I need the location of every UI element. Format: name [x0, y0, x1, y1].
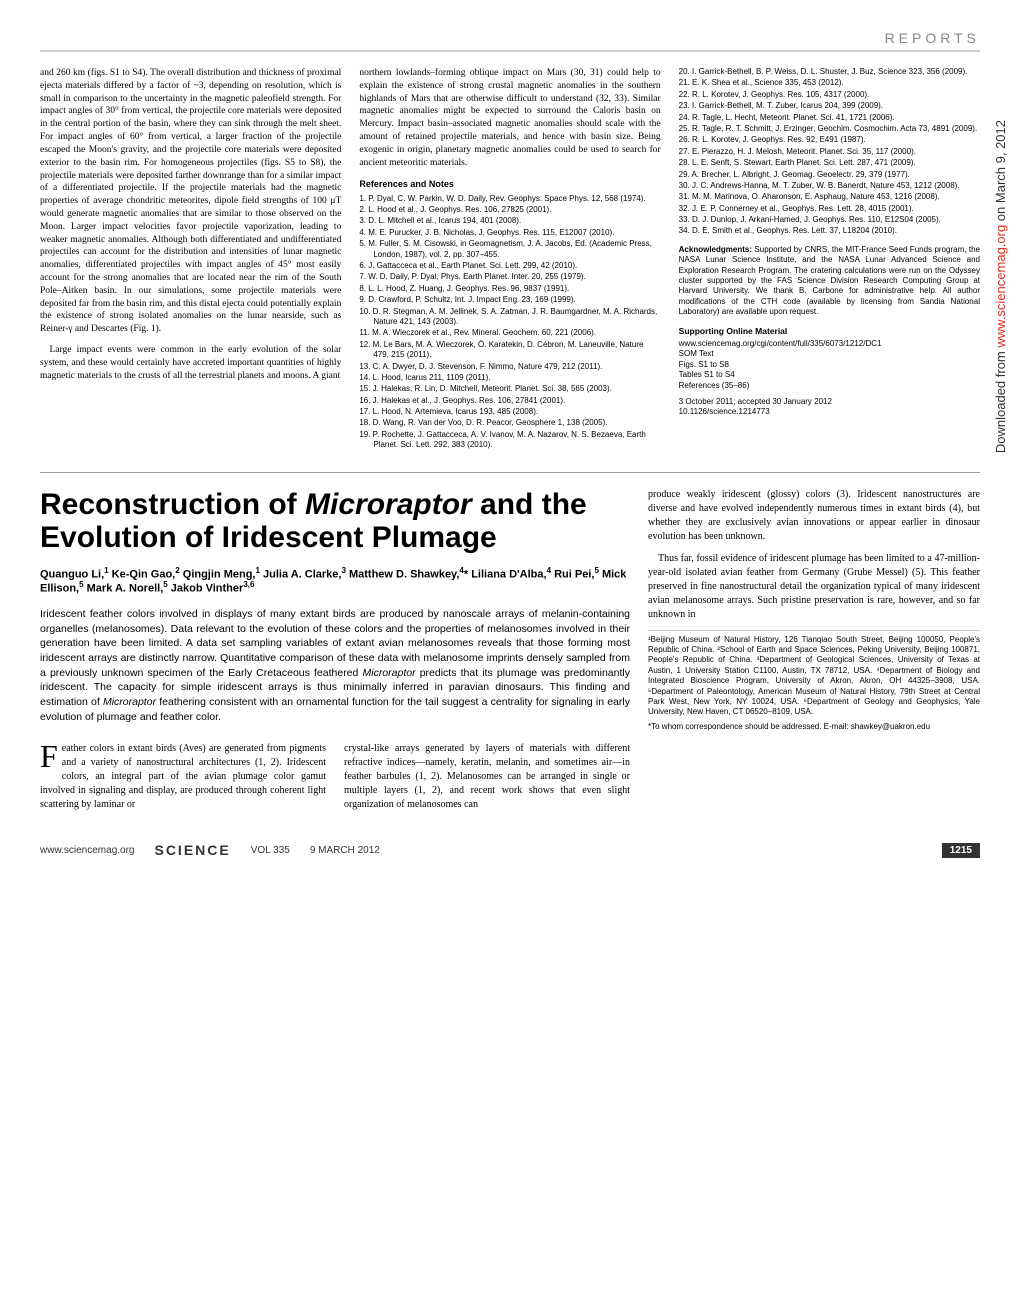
- authors: Quanguo Li,1 Ke-Qin Gao,2 Qingjin Meng,1…: [40, 566, 630, 595]
- body-paragraph: crystal-like arrays generated by layers …: [344, 742, 630, 812]
- top-section: and 260 km (figs. S1 to S4). The overall…: [40, 67, 980, 452]
- ack-label: Acknowledgments:: [679, 245, 752, 254]
- top-col-3: 20. I. Garrick-Bethell, B. P. Weiss, D. …: [679, 67, 980, 452]
- footer-url: www.sciencemag.org: [40, 845, 134, 856]
- page-footer: www.sciencemag.org SCIENCE VOL 335 9 MAR…: [40, 842, 980, 858]
- body-text: and 260 km (figs. S1 to S4). The overall…: [40, 67, 341, 336]
- footer-journal: SCIENCE: [154, 842, 230, 858]
- banner-link[interactable]: www.sciencemag.org: [993, 225, 1008, 348]
- reference-item: 1. P. Dyal, C. W. Parkin, W. D. Daily, R…: [359, 194, 660, 204]
- supporting-item: Figs. S1 to S8: [679, 360, 980, 370]
- acknowledgments: Acknowledgments: Supported by CNRS, the …: [679, 245, 980, 318]
- reference-item: 8. L. L. Hood, Z. Huang, J. Geophys. Res…: [359, 284, 660, 294]
- reference-item: 21. E. K. Shea et al., Science 335, 453 …: [679, 78, 980, 88]
- article-body: Reconstruction of Microraptor and the Ev…: [40, 488, 980, 813]
- reference-item: 10. D. R. Stegman, A. M. Jellinek, S. A.…: [359, 307, 660, 328]
- banner-prefix: Downloaded from: [993, 348, 1008, 454]
- ack-text: Supported by CNRS, the MIT-France Seed F…: [679, 245, 980, 316]
- reference-item: 25. R. Tagle, R. T. Schmitt, J. Erzinger…: [679, 124, 980, 134]
- article-left-col: Reconstruction of Microraptor and the Ev…: [40, 488, 630, 813]
- reference-item: 27. E. Pierazzo, H. J. Melosh, Meteorit.…: [679, 147, 980, 157]
- top-col-1: and 260 km (figs. S1 to S4). The overall…: [40, 67, 341, 452]
- supporting-header: Supporting Online Material: [679, 326, 980, 337]
- body-paragraph: produce weakly iridescent (glossy) color…: [648, 488, 980, 544]
- reference-item: 13. C. A. Dwyer, D. J. Stevenson, F. Nim…: [359, 362, 660, 372]
- reference-item: 34. D. E. Smith et al., Geophys. Res. Le…: [679, 226, 980, 236]
- footer-vol: VOL 335: [251, 845, 290, 856]
- title-pre: Reconstruction of: [40, 488, 305, 521]
- reference-item: 22. R. L. Korotev, J. Geophys. Res. 105,…: [679, 90, 980, 100]
- references-list: 1. P. Dyal, C. W. Parkin, W. D. Daily, R…: [359, 194, 660, 451]
- article-right-col: produce weakly iridescent (glossy) color…: [648, 488, 980, 813]
- reference-item: 24. R. Tagle, L. Hecht, Meteorit. Planet…: [679, 113, 980, 123]
- reference-item: 17. L. Hood, N. Artemieva, Icarus 193, 4…: [359, 407, 660, 417]
- supporting-item: www.sciencemag.org/cgi/content/full/335/…: [679, 339, 980, 349]
- reference-item: 33. D. J. Dunlop, J. Arkani-Hamed, J. Ge…: [679, 215, 980, 225]
- supporting-list: www.sciencemag.org/cgi/content/full/335/…: [679, 339, 980, 391]
- corresponding-author: *To whom correspondence should be addres…: [648, 722, 980, 732]
- references-header: References and Notes: [359, 178, 660, 190]
- download-banner: Downloaded from www.sciencemag.org on Ma…: [993, 120, 1008, 453]
- supporting-item: SOM Text: [679, 349, 980, 359]
- body-col-left: Feather colors in extant birds (Aves) ar…: [40, 742, 326, 812]
- body-text: northern lowlands–forming oblique impact…: [359, 67, 660, 170]
- doi: 10.1126/science.1214773: [679, 407, 980, 417]
- footer-date: 9 MARCH 2012: [310, 845, 380, 856]
- divider: [40, 472, 980, 473]
- reference-item: 5. M. Fuller, S. M. Cisowski, in Geomagn…: [359, 239, 660, 260]
- reference-item: 31. M. M. Marinova, O. Aharonson, E. Asp…: [679, 192, 980, 202]
- body-col-mid: crystal-like arrays generated by layers …: [344, 742, 630, 812]
- reference-item: 32. J. E. P. Connerney et al., Geophys. …: [679, 204, 980, 214]
- reference-item: 20. I. Garrick-Bethell, B. P. Weiss, D. …: [679, 67, 980, 77]
- body-columns: Feather colors in extant birds (Aves) ar…: [40, 742, 630, 812]
- section-header: REPORTS: [40, 30, 980, 52]
- reference-item: 16. J. Halekas et al., J. Geophys. Res. …: [359, 396, 660, 406]
- body-paragraph: Feather colors in extant birds (Aves) ar…: [40, 742, 326, 812]
- reference-item: 30. J. C. Andrews-Hanna, M. T. Zuber, W.…: [679, 181, 980, 191]
- supporting-item: Tables S1 to S4: [679, 370, 980, 380]
- references-list: 20. I. Garrick-Bethell, B. P. Weiss, D. …: [679, 67, 980, 237]
- reference-item: 3. D. L. Mitchell et al., Icarus 194, 40…: [359, 216, 660, 226]
- top-col-2: northern lowlands–forming oblique impact…: [359, 67, 660, 452]
- reference-item: 23. I. Garrick-Bethell, M. T. Zuber, Ica…: [679, 101, 980, 111]
- reference-item: 4. M. E. Purucker, J. B. Nicholas, J. Ge…: [359, 228, 660, 238]
- reference-item: 11. M. A. Wieczorek et al., Rev. Mineral…: [359, 328, 660, 338]
- body-text: Large impact events were common in the e…: [40, 344, 341, 382]
- submission-date: 3 October 2011; accepted 30 January 2012: [679, 397, 980, 407]
- reference-item: 18. D. Wang, R. Van der Voo, D. R. Peaco…: [359, 418, 660, 428]
- reference-item: 15. J. Halekas, R. Lin, D. Mitchell, Met…: [359, 384, 660, 394]
- abstract: Iridescent feather colors involved in di…: [40, 607, 630, 725]
- title-em: Microraptor: [305, 488, 472, 521]
- reference-item: 29. A. Brecher, L. Albright, J. Geomag. …: [679, 170, 980, 180]
- reference-item: 28. L. E. Senft, S. Stewart, Earth Plane…: [679, 158, 980, 168]
- footer-page: 1215: [942, 843, 980, 858]
- body-paragraph: Thus far, fossil evidence of iridescent …: [648, 552, 980, 622]
- reference-item: 14. L. Hood, Icarus 211, 1109 (2011).: [359, 373, 660, 383]
- reference-item: 6. J. Gattacceca et al., Earth Planet. S…: [359, 261, 660, 271]
- reference-item: 19. P. Rochette, J. Gattacceca, A. V. Iv…: [359, 430, 660, 451]
- reference-item: 2. L. Hood et al., J. Geophys. Res. 106,…: [359, 205, 660, 215]
- reference-item: 7. W. D. Daily, P. Dyal, Phys. Earth Pla…: [359, 272, 660, 282]
- reference-item: 9. D. Crawford, P. Schultz, Int. J. Impa…: [359, 295, 660, 305]
- supporting-item: References (35–86): [679, 381, 980, 391]
- banner-suffix: on March 9, 2012: [993, 120, 1008, 225]
- reference-item: 26. R. L. Korotev, J. Geophys. Res. 92, …: [679, 135, 980, 145]
- article-title: Reconstruction of Microraptor and the Ev…: [40, 488, 630, 554]
- reference-item: 12. M. Le Bars, M. A. Wieczorek, Ö. Kara…: [359, 340, 660, 361]
- affiliations: ¹Beijing Museum of Natural History, 126 …: [648, 630, 980, 718]
